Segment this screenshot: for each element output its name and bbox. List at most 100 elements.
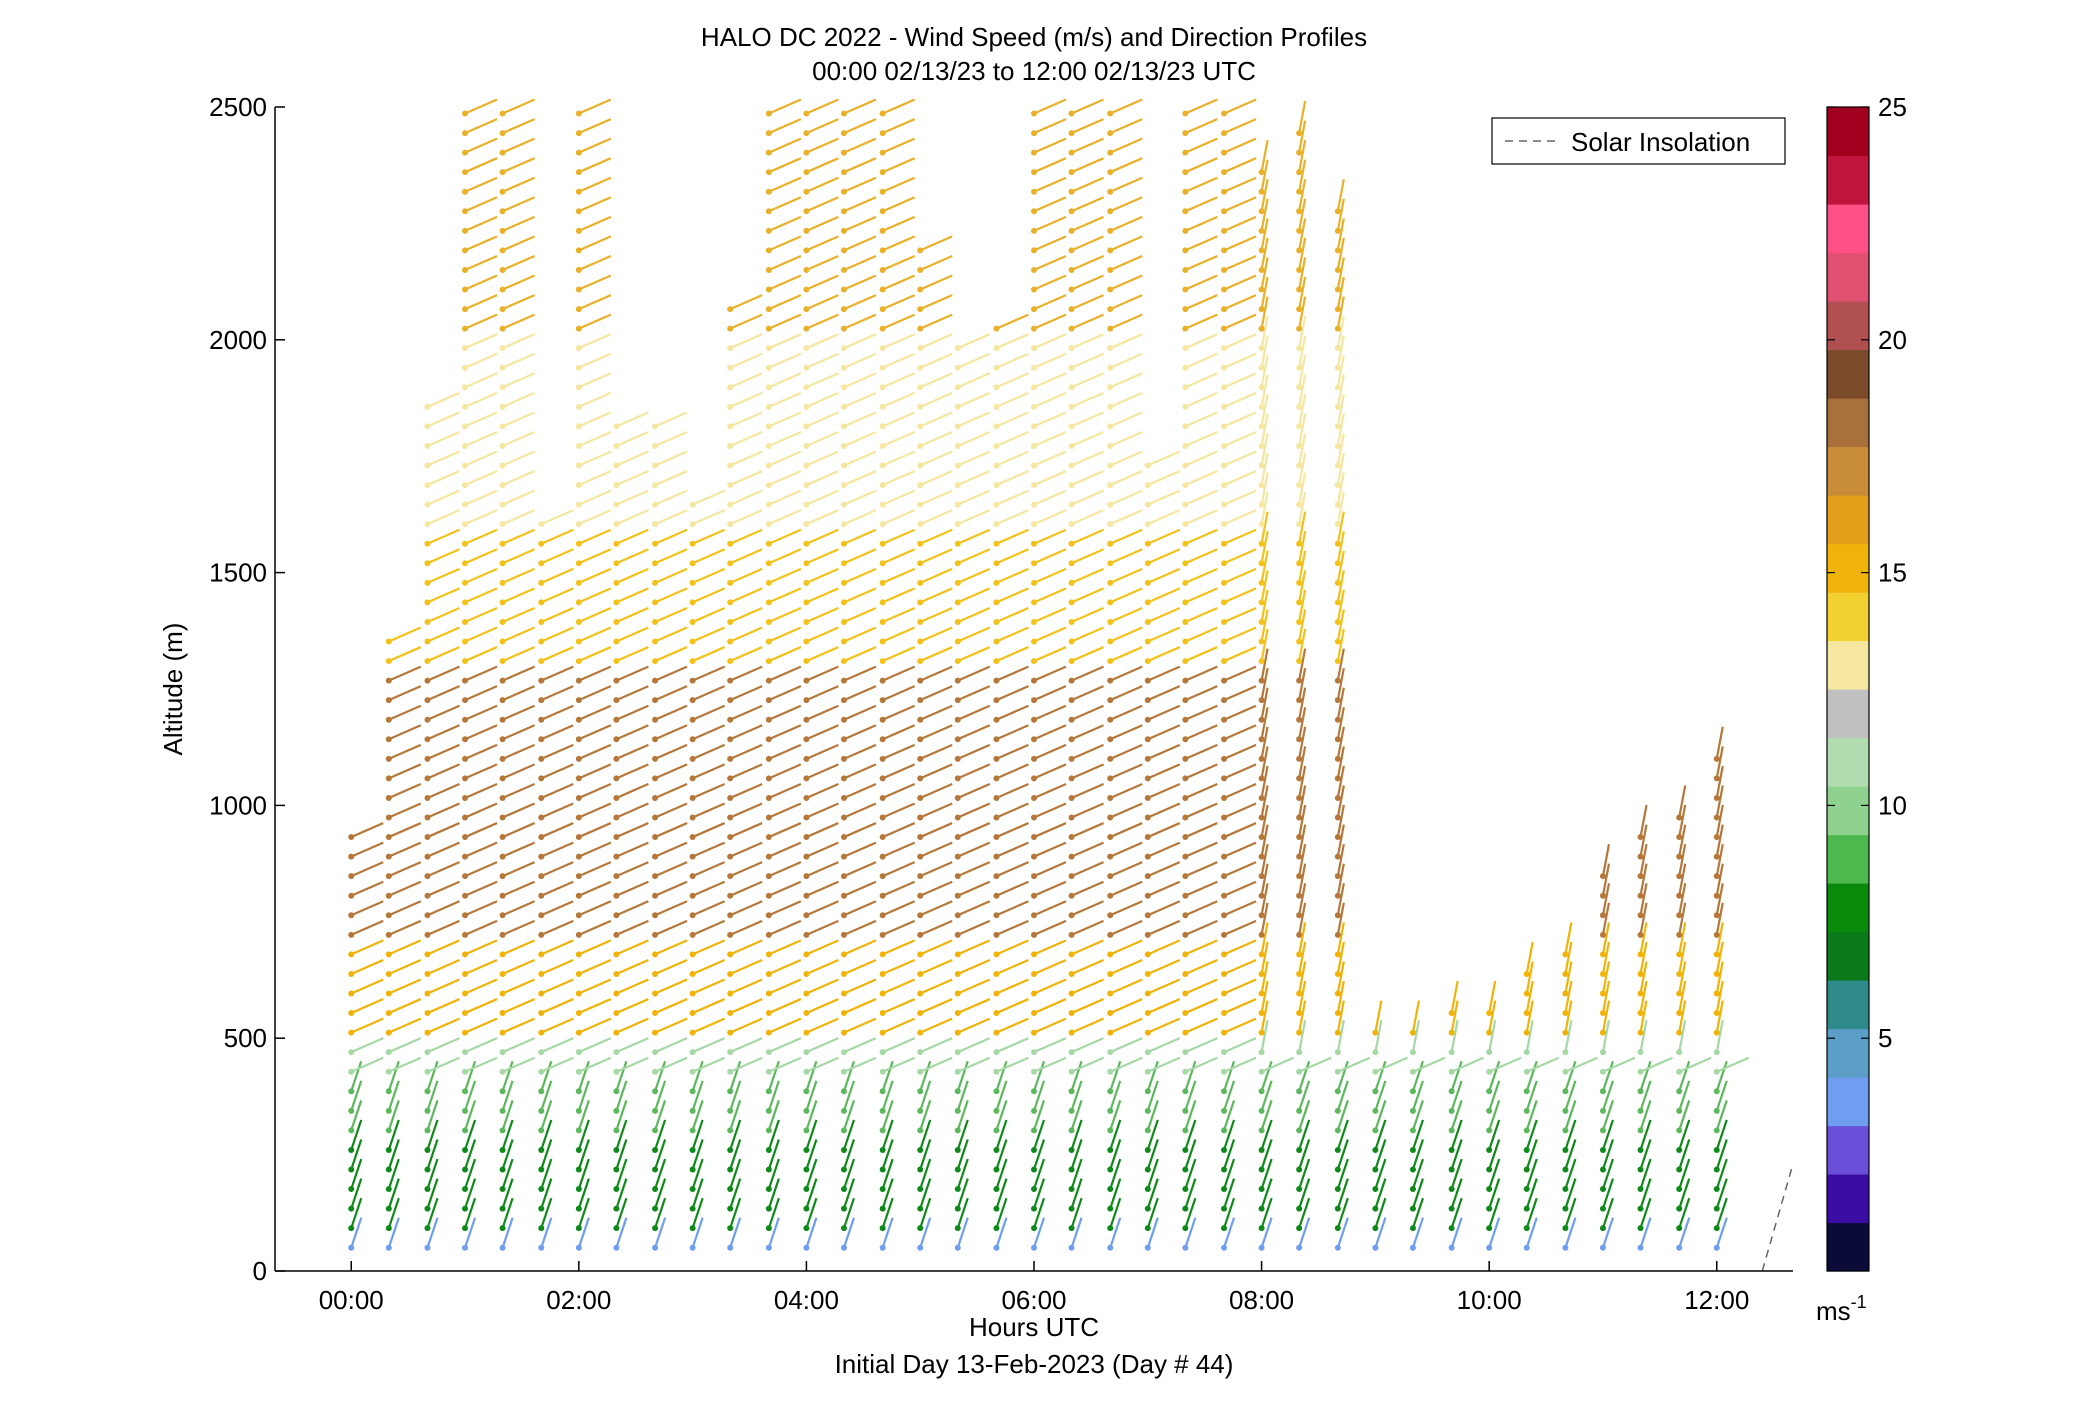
wind-barb-dot bbox=[1068, 716, 1075, 723]
wind-barb-stick bbox=[1411, 1019, 1421, 1053]
wind-barb-stick bbox=[843, 587, 877, 604]
wind-barb-stick bbox=[1298, 531, 1307, 564]
wind-barb-dot bbox=[954, 521, 961, 528]
wind-barb-stick bbox=[1184, 352, 1218, 369]
wind-barb-stick bbox=[464, 880, 498, 897]
wind-barb-dot bbox=[803, 873, 810, 880]
wind-barb-dot bbox=[993, 1010, 1000, 1017]
wind-barb-dot bbox=[575, 814, 582, 821]
wind-barb-dot bbox=[1107, 442, 1114, 449]
wind-barb-stick bbox=[1184, 939, 1218, 956]
wind-barb-dot bbox=[575, 1068, 582, 1075]
wind-barb-dot bbox=[1486, 1186, 1493, 1193]
wind-barb-dot bbox=[1182, 423, 1189, 430]
wind-barb-stick bbox=[768, 606, 802, 623]
wind-barb-stick bbox=[805, 685, 839, 702]
wind-barb-dot bbox=[462, 1049, 469, 1056]
wind-barb-stick bbox=[464, 411, 498, 428]
wind-barb-stick bbox=[350, 1037, 384, 1054]
wind-barb-dot bbox=[917, 1225, 924, 1232]
wind-barb-stick bbox=[805, 157, 839, 174]
wind-barb-dot bbox=[765, 403, 772, 410]
wind-barb-stick bbox=[1146, 1060, 1159, 1092]
wind-barb-dot bbox=[1107, 1127, 1114, 1134]
wind-barb-stick bbox=[1678, 961, 1687, 994]
wind-barb-stick bbox=[956, 1100, 969, 1131]
wind-barb-dot bbox=[575, 1205, 582, 1212]
wind-barb-stick bbox=[388, 646, 422, 663]
wind-barb-dot bbox=[538, 579, 545, 586]
wind-barb-stick bbox=[995, 1119, 1008, 1151]
wind-barb-stick bbox=[1260, 687, 1269, 720]
wind-barb-dot bbox=[1107, 1088, 1114, 1095]
wind-barb-stick bbox=[768, 215, 802, 232]
wind-barb-dot bbox=[1068, 306, 1075, 313]
wind-barb-dot bbox=[1713, 1049, 1720, 1056]
wind-barb-stick bbox=[1223, 958, 1257, 975]
wind-barb-dot bbox=[1031, 677, 1037, 684]
wind-barb-dot bbox=[917, 579, 924, 586]
wind-barb-stick bbox=[502, 137, 536, 154]
wind-barb-dot bbox=[1182, 912, 1189, 919]
wind-barb-stick bbox=[426, 1217, 439, 1249]
wind-barb-dot bbox=[1562, 1205, 1569, 1212]
wind-barb-stick bbox=[1070, 1060, 1083, 1092]
wind-barb-dot bbox=[1258, 266, 1265, 273]
wind-barb-stick bbox=[1715, 1060, 1728, 1092]
wind-barb-dot bbox=[689, 931, 696, 938]
wind-barb-stick bbox=[1109, 646, 1143, 663]
wind-barb-stick bbox=[502, 333, 536, 350]
wind-barb-stick bbox=[919, 294, 953, 311]
wind-barb-dot bbox=[1107, 873, 1114, 880]
wind-barb-stick bbox=[426, 1060, 439, 1092]
wind-barb-stick bbox=[768, 587, 802, 604]
wind-barb-stick bbox=[350, 841, 384, 858]
wind-barb-dot bbox=[993, 1146, 1000, 1153]
wind-barb-dot bbox=[1182, 247, 1189, 254]
wind-barb-dot bbox=[803, 931, 810, 938]
wind-barb-stick bbox=[502, 313, 536, 330]
wind-barb-dot bbox=[1068, 482, 1075, 489]
wind-barb-dot bbox=[1144, 579, 1151, 586]
wind-barb-stick bbox=[882, 861, 916, 878]
wind-barb-dot bbox=[1334, 677, 1341, 684]
wind-barb-stick bbox=[692, 919, 726, 936]
wind-barb-stick bbox=[729, 685, 763, 702]
wind-barb-stick bbox=[615, 743, 649, 760]
wind-barb-stick bbox=[882, 215, 916, 232]
wind-barb-dot bbox=[1258, 501, 1265, 508]
wind-barb-dot bbox=[1599, 892, 1606, 899]
wind-barb-stick bbox=[729, 1037, 763, 1054]
wind-barb-dot bbox=[1334, 1186, 1341, 1193]
wind-barb-stick bbox=[1336, 1139, 1349, 1170]
wind-barb-stick bbox=[1336, 315, 1345, 349]
wind-barb-dot bbox=[499, 716, 506, 723]
wind-barb-stick bbox=[1525, 1139, 1538, 1170]
wind-barb-stick bbox=[805, 1037, 839, 1054]
wind-barb-stick bbox=[843, 509, 877, 526]
legend-entry-solar-insolation: Solar Insolation bbox=[1571, 127, 1750, 157]
wind-barb-dot bbox=[462, 1029, 469, 1036]
wind-barb-dot bbox=[1068, 1029, 1075, 1036]
wind-barb-stick bbox=[1601, 863, 1611, 896]
wind-barb-stick bbox=[427, 1037, 460, 1054]
wind-barb-dot bbox=[727, 716, 734, 723]
wind-barb-stick bbox=[1109, 1197, 1122, 1229]
wind-barb-stick bbox=[729, 958, 763, 975]
wind-barb-dot bbox=[1068, 794, 1075, 801]
wind-barb-dot bbox=[538, 990, 545, 997]
wind-barb-dot bbox=[1637, 1186, 1644, 1193]
wind-barb-dot bbox=[1334, 501, 1341, 508]
wind-barb-dot bbox=[462, 892, 469, 899]
wind-barb-dot bbox=[499, 658, 506, 665]
wind-barb-stick bbox=[1033, 470, 1067, 487]
wind-barb-dot bbox=[1221, 1244, 1228, 1251]
wind-barb-dot bbox=[538, 912, 545, 919]
wind-barb-stick bbox=[1109, 841, 1143, 858]
wind-barb-dot bbox=[1182, 1166, 1189, 1173]
wind-barb-stick bbox=[1109, 333, 1143, 350]
wind-barb-dot bbox=[1068, 462, 1075, 469]
wind-barb-stick bbox=[1260, 335, 1269, 368]
wind-barb-dot bbox=[1637, 853, 1644, 860]
